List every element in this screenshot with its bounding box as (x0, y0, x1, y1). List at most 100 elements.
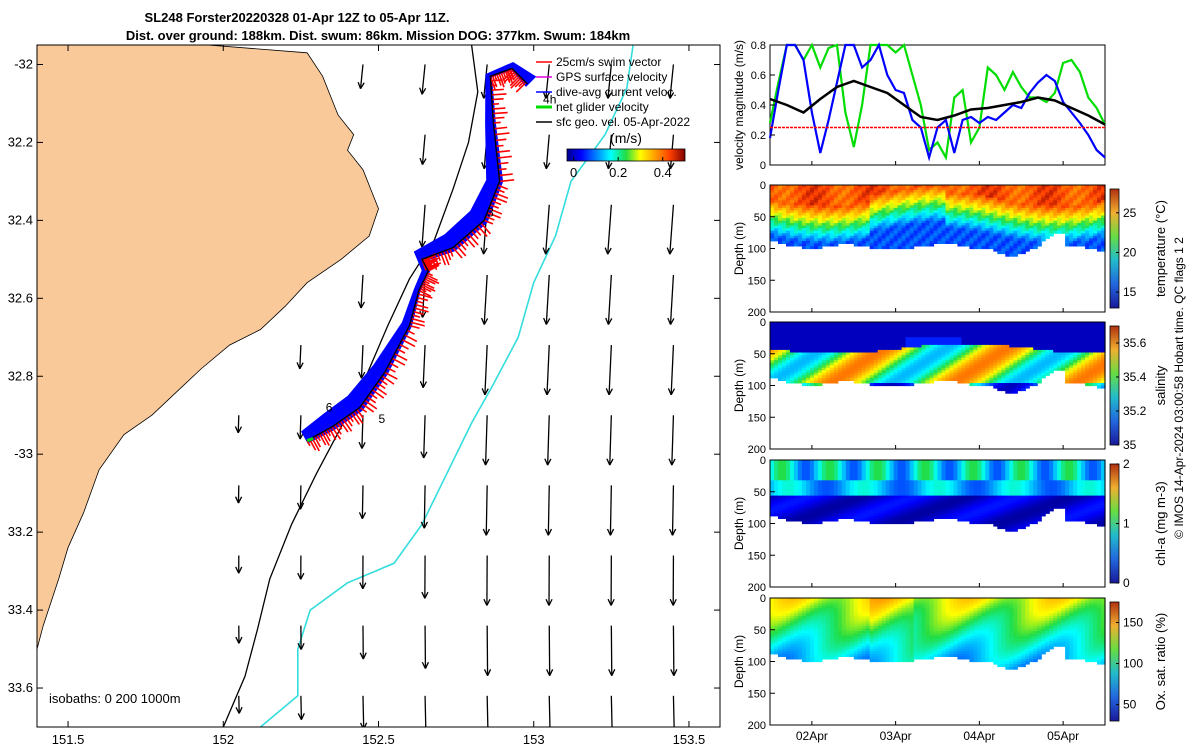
section-cell (782, 362, 787, 366)
section-cell (889, 205, 895, 209)
section-cell (861, 190, 867, 194)
section-cell (869, 235, 875, 239)
section-cell (793, 337, 799, 341)
section-cell (1033, 215, 1038, 219)
section-cell (925, 220, 931, 224)
section-cell (897, 207, 903, 211)
section-cell (1049, 215, 1054, 219)
section-cell (917, 220, 923, 224)
section-cell (1093, 225, 1098, 229)
section-cell (1005, 240, 1010, 244)
velocity-arrow (484, 345, 488, 395)
section-cell (793, 243, 799, 247)
section-cell (901, 223, 907, 227)
section-cell (789, 215, 795, 219)
section-cell (817, 375, 823, 379)
section-cell (782, 357, 787, 361)
swim-vector (492, 107, 506, 110)
section-cell (885, 215, 891, 219)
section-cell (801, 377, 807, 381)
section-cell (989, 210, 994, 214)
legend-net: net glider velocity (556, 100, 649, 114)
section-cell (885, 243, 891, 247)
section-cell (1065, 202, 1070, 206)
section-cell (937, 212, 943, 216)
section-cell (813, 372, 819, 376)
section-cell (793, 187, 799, 191)
section-cell (997, 192, 1002, 196)
section-cell (817, 365, 823, 369)
section-cell (805, 246, 811, 250)
section-cell (881, 200, 887, 204)
section-cell (901, 218, 907, 222)
section-cell (793, 322, 799, 326)
section-cell (981, 243, 986, 247)
section-cell (1017, 218, 1022, 222)
section-cell (793, 218, 799, 222)
section-cell (797, 235, 803, 239)
section-cell (821, 197, 827, 201)
section-cell (837, 235, 843, 239)
section-cell (837, 218, 843, 222)
section-cell (1021, 246, 1026, 250)
section-cell (1045, 197, 1050, 201)
section-cell (929, 187, 935, 191)
section-cell (977, 246, 982, 250)
section-cell (793, 329, 799, 333)
section-cell (782, 365, 787, 369)
section-cell (793, 223, 799, 227)
section-cell (778, 370, 783, 374)
section-cell (774, 225, 779, 229)
section-cell (969, 230, 974, 234)
section-cell (1013, 246, 1018, 250)
section-cell (1061, 212, 1066, 216)
section-cell (805, 365, 811, 369)
section-cell (801, 322, 807, 326)
section-cell (945, 240, 951, 244)
section-cell (778, 197, 783, 201)
section-cell (965, 220, 970, 224)
section-cell (1093, 200, 1098, 204)
section-cell (829, 344, 835, 348)
section-cell (973, 246, 978, 250)
section-cell (817, 238, 823, 242)
map-ytick-label: 33.4 (8, 602, 33, 617)
section-cell (865, 243, 871, 247)
section-cell (993, 185, 998, 189)
section-cell (778, 322, 783, 326)
section-cell (770, 344, 775, 348)
section-cell (837, 223, 843, 227)
section-cell (821, 202, 827, 206)
section-cell (957, 228, 962, 232)
section-cell (770, 202, 775, 206)
section-cell (1041, 185, 1046, 189)
section-cell (1053, 202, 1058, 206)
section-cell (965, 215, 970, 219)
section-cell (969, 218, 974, 222)
section-cell (821, 238, 827, 242)
section-cell (809, 349, 815, 353)
section-cell (782, 192, 787, 196)
section-cell (853, 215, 859, 219)
section-cell (945, 235, 951, 239)
swim-vector (483, 219, 494, 225)
section-cell (1005, 253, 1010, 257)
section-cell (1021, 202, 1026, 206)
swim-vector (489, 204, 499, 209)
colorbar-tick-label: 0.4 (654, 165, 672, 180)
section-cell (1089, 212, 1094, 216)
section-cell (957, 210, 962, 214)
section-cell (1021, 210, 1026, 214)
section-cell (837, 190, 843, 194)
section-cell (1005, 205, 1010, 209)
section-cell (1069, 240, 1074, 244)
section-cell (1037, 192, 1042, 196)
section-cell (778, 344, 783, 348)
section-cell (949, 187, 955, 191)
section-cell (1057, 210, 1062, 214)
section-cell (857, 205, 863, 209)
section-cell (857, 210, 863, 214)
section-cell (809, 223, 815, 227)
section-cell (853, 192, 859, 196)
